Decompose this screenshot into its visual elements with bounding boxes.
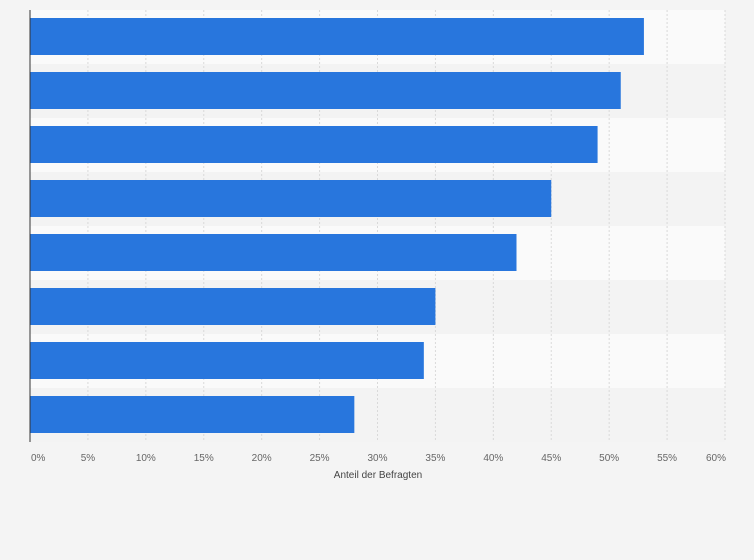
bar[interactable] (30, 342, 424, 379)
bar[interactable] (30, 396, 355, 433)
x-tick-label: 10% (136, 453, 156, 464)
x-axis-title: Anteil der Befragten (334, 470, 422, 481)
x-tick-label: 30% (367, 453, 387, 464)
x-tick-label: 60% (706, 453, 726, 464)
x-tick-label: 20% (252, 453, 272, 464)
bar[interactable] (30, 72, 621, 109)
bar[interactable] (30, 18, 644, 55)
bar[interactable] (30, 180, 552, 217)
bar[interactable] (30, 126, 598, 163)
x-tick-label: 50% (599, 453, 619, 464)
bar[interactable] (30, 234, 517, 271)
x-tick-label: 40% (483, 453, 503, 464)
bars (30, 18, 644, 433)
x-tick-label: 5% (81, 453, 96, 464)
x-tick-label: 25% (310, 453, 330, 464)
x-tick-label: 35% (425, 453, 445, 464)
x-tick-label: 55% (657, 453, 677, 464)
x-tick-label: 45% (541, 453, 561, 464)
bar[interactable] (30, 288, 436, 325)
x-tick-label: 15% (194, 453, 214, 464)
x-tick-labels: 0% 5% 10% 15% 20% 25% 30% 35% 40% 45% 50% 55% 60% (31, 453, 726, 464)
x-tick-label: 0% (31, 453, 46, 464)
